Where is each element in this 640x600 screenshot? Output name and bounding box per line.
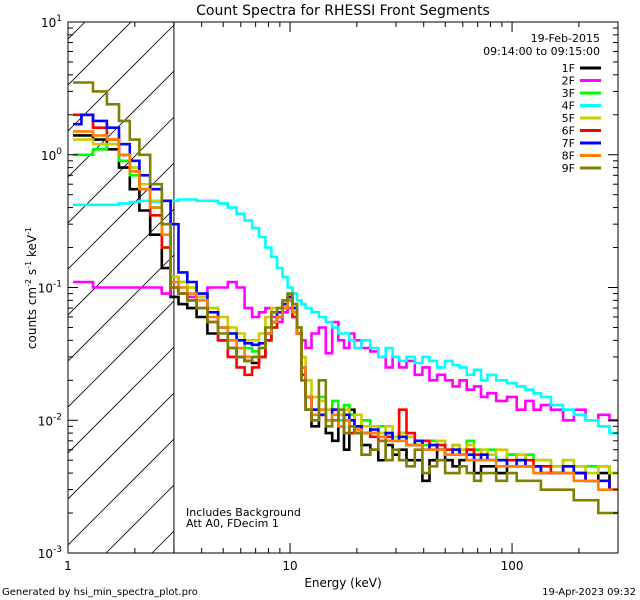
y-tick-label: 100 bbox=[41, 147, 62, 163]
y-tick-exponent: -1 bbox=[53, 280, 62, 290]
series-1F bbox=[73, 134, 618, 491]
y-tick-base: 10 bbox=[41, 16, 56, 30]
x-axis-label: Energy (keV) bbox=[304, 576, 381, 590]
x-tick-label: 10 bbox=[282, 559, 297, 573]
y-tick-base: 10 bbox=[38, 282, 53, 296]
footer-generated-by: Generated by hsi_min_spectra_plot.pro bbox=[2, 587, 198, 598]
y-tick-exponent: -3 bbox=[53, 545, 62, 555]
legend-label-7F: 7F bbox=[562, 137, 575, 150]
y-tick-exponent: 1 bbox=[56, 14, 62, 24]
y-label-part-a: counts cm bbox=[25, 287, 39, 349]
note-background: Includes Background bbox=[186, 506, 301, 519]
y-tick-label: 10-1 bbox=[38, 280, 62, 296]
legend-label-8F: 8F bbox=[562, 150, 575, 163]
x-tick-label: 1 bbox=[64, 559, 72, 573]
x-tick-label: 100 bbox=[501, 559, 524, 573]
legend-label-5F: 5F bbox=[562, 112, 575, 125]
excluded-region-hatch bbox=[68, 22, 618, 553]
y-tick-base: 10 bbox=[38, 547, 53, 561]
plot-date: 19-Feb-2015 bbox=[531, 32, 600, 45]
series-7F bbox=[73, 113, 618, 491]
hatch-line bbox=[68, 22, 224, 178]
hatch-mask bbox=[173, 22, 618, 553]
legend-label-9F: 9F bbox=[562, 162, 575, 175]
y-tick-exponent: 0 bbox=[56, 147, 62, 157]
y-label-exp-b: -2 bbox=[24, 279, 33, 287]
legend-label-2F: 2F bbox=[562, 75, 575, 88]
y-tick-label: 10-3 bbox=[38, 545, 62, 561]
y-tick-base: 10 bbox=[38, 414, 53, 428]
legend-label-1F: 1F bbox=[562, 62, 575, 75]
legend-label-4F: 4F bbox=[562, 100, 575, 113]
series-2F bbox=[73, 280, 618, 422]
hatch-line bbox=[68, 22, 178, 132]
y-label-exp-d: -1 bbox=[24, 261, 33, 269]
plot-time-range: 09:14:00 to 09:15:00 bbox=[483, 45, 600, 58]
y-label-part-e: keV bbox=[25, 234, 39, 261]
series-4F bbox=[73, 198, 618, 435]
y-tick-label: 10-2 bbox=[38, 412, 62, 428]
y-axis-label: counts cm-2 s-1 keV-1 bbox=[24, 227, 39, 349]
y-tick-exponent: -2 bbox=[53, 412, 62, 422]
footer-timestamp: 19-Apr-2023 09:32 bbox=[542, 587, 636, 598]
y-tick-label: 101 bbox=[41, 14, 62, 30]
x-axis: 1 10 100 bbox=[64, 22, 619, 573]
series-layer bbox=[73, 81, 618, 515]
y-tick-base: 10 bbox=[41, 149, 56, 163]
chart-title: Count Spectra for RHESSI Front Segments bbox=[196, 3, 490, 19]
y-label-part-c: s bbox=[25, 269, 39, 279]
y-label-exp-f: -1 bbox=[24, 227, 33, 235]
note-attenuator: Att A0, FDecim 1 bbox=[186, 517, 279, 530]
series-9F bbox=[73, 81, 618, 515]
legend-label-6F: 6F bbox=[562, 125, 575, 138]
legend-label-3F: 3F bbox=[562, 87, 575, 100]
